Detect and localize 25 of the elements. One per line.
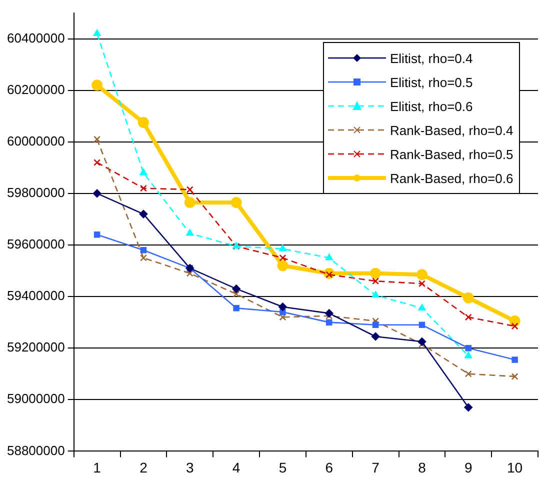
legend-label: Rank-Based, rho=0.5 (390, 146, 514, 162)
x-tick-label: 7 (372, 459, 380, 476)
y-tick-label: 59800000 (6, 185, 65, 200)
y-tick-label: 60000000 (6, 133, 65, 148)
x-tick-label: 2 (140, 459, 148, 476)
legend-label: Rank-Based, rho=0.4 (390, 122, 514, 138)
y-tick-label: 60200000 (6, 82, 65, 97)
x-tick-label: 6 (325, 459, 334, 476)
y-tick-label: 59200000 (6, 340, 65, 355)
x-tick-label: 5 (278, 459, 287, 476)
legend-label: Elitist, rho=0.5 (390, 74, 473, 90)
x-tick-label: 4 (232, 459, 240, 476)
legend-label: Elitist, rho=0.4 (390, 50, 473, 66)
y-tick-label: 59400000 (6, 288, 65, 304)
y-tick-label: 59000000 (6, 391, 65, 406)
x-tick-label: 3 (186, 459, 194, 476)
legend-label: Rank-Based, rho=0.6 (390, 170, 514, 186)
x-tick-label: 10 (507, 459, 523, 476)
y-tick-label: 58800000 (6, 442, 65, 458)
x-tick-label: 9 (464, 459, 472, 476)
x-tick-label: 8 (418, 459, 426, 476)
x-tick-label: 1 (93, 459, 102, 476)
y-tick-label: 59600000 (6, 236, 65, 252)
legend-label: Elitist, rho=0.6 (390, 98, 473, 114)
y-tick-label: 60400000 (6, 30, 65, 46)
